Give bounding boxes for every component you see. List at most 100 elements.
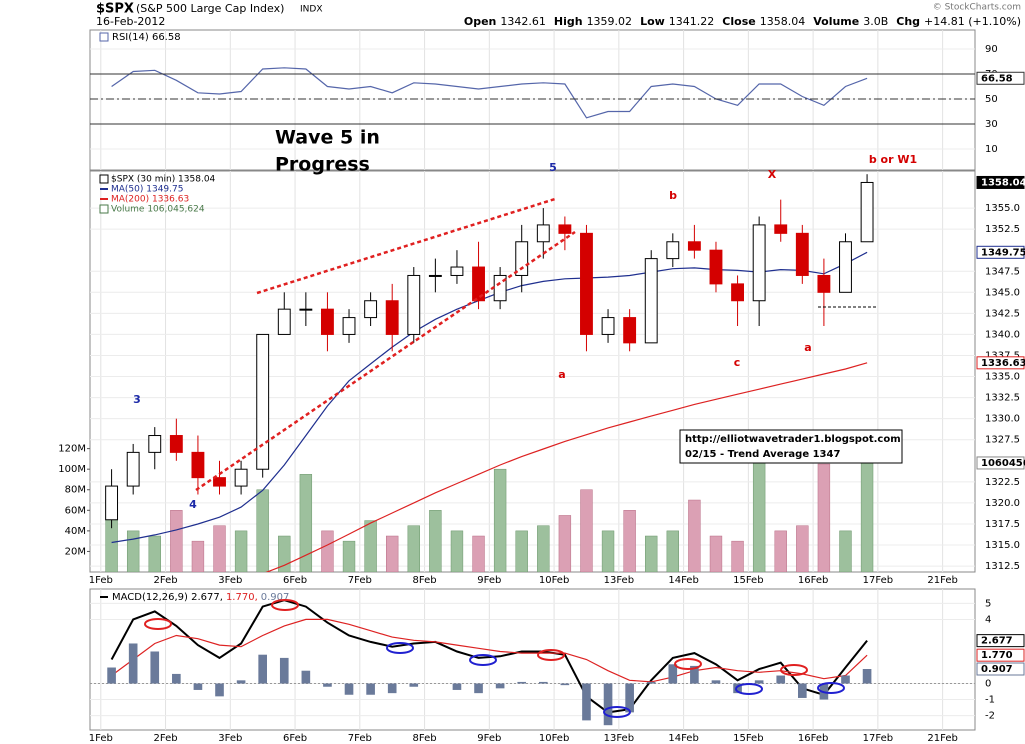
x-tick-label: 2Feb xyxy=(154,575,178,586)
candle-body xyxy=(385,300,399,335)
volume-bar xyxy=(191,540,205,572)
candle-body xyxy=(364,300,378,319)
candle-body xyxy=(795,232,809,276)
x-tick-label: 16Feb xyxy=(798,733,828,744)
volume-bar xyxy=(364,520,377,572)
x-tick-label: 21Feb xyxy=(927,733,957,744)
histogram-bar xyxy=(625,683,634,713)
y-tick-label: 30 xyxy=(985,119,998,130)
macd-line xyxy=(111,618,868,683)
x-tick-label: 10Feb xyxy=(539,575,569,586)
candle-body xyxy=(321,308,334,335)
x-tick-label: 6Feb xyxy=(283,733,307,744)
candle-body xyxy=(191,451,205,479)
x-tick-label: 7Feb xyxy=(348,733,372,744)
legend-entry: MACD(12,26,9) 2.677, 1.770, 0.907 xyxy=(112,592,289,603)
quote: Open 1342.61 High 1359.02 Low 1341.22 Close 135… xyxy=(464,15,1021,28)
value-tag-text: 0.907 xyxy=(981,664,1013,675)
y-tick-label: 1347.5 xyxy=(985,266,1020,277)
volume-bar xyxy=(407,525,420,572)
candle-body xyxy=(839,241,852,293)
histogram-bar xyxy=(344,683,354,695)
legend-entry: Volume 106,045,624 xyxy=(111,205,205,215)
y-tick-label: 1322.5 xyxy=(985,477,1020,488)
quote-label: High xyxy=(554,15,583,28)
moving-average xyxy=(111,251,868,544)
x-tick-label: 1Feb xyxy=(89,575,113,586)
candle-body xyxy=(752,224,766,302)
x-tick-label: 17Feb xyxy=(863,733,893,744)
y2-tick-label: 60M xyxy=(65,505,86,516)
candle-body xyxy=(709,249,723,285)
histogram-bar xyxy=(387,683,397,694)
date: 16-Feb-2012 xyxy=(96,15,165,28)
panel-frame xyxy=(89,29,976,171)
y-tick-label: 90 xyxy=(985,44,998,55)
volume-bar xyxy=(170,510,183,572)
histogram-bar xyxy=(366,683,375,695)
trend-line xyxy=(256,197,556,295)
candle-body xyxy=(213,477,226,487)
histogram-bar xyxy=(452,683,462,690)
y-tick-label: -2 xyxy=(985,711,995,722)
note-text: 02/15 - Trend Average 1347 xyxy=(685,449,840,460)
value-tag-text: 1349.75 xyxy=(981,247,1025,258)
highlight-ellipse xyxy=(537,649,565,661)
histogram-bar xyxy=(776,675,786,684)
candle-body xyxy=(126,451,140,487)
volume-bar xyxy=(796,525,809,572)
histogram-bar xyxy=(236,680,246,684)
volume-bar xyxy=(278,535,291,572)
volume-bar xyxy=(623,510,636,572)
annotation: a xyxy=(804,341,811,354)
candle-body xyxy=(407,274,421,335)
x-tick-label: 15Feb xyxy=(733,575,763,586)
x-tick-label: 8Feb xyxy=(413,733,437,744)
histogram-bar xyxy=(517,681,527,684)
candle-body xyxy=(342,317,356,335)
exchange: INDX xyxy=(300,5,322,15)
quote-label: Volume xyxy=(813,15,859,28)
x-tick-label: 16Feb xyxy=(798,575,828,586)
annotation: Wave 5 in xyxy=(275,127,380,149)
volume-bar xyxy=(299,474,313,572)
histogram-bar xyxy=(474,683,483,694)
candle-body xyxy=(580,232,593,335)
highlight-ellipse xyxy=(386,642,414,654)
x-tick-label: 15Feb xyxy=(733,733,763,744)
volume-bar xyxy=(645,535,658,572)
candle-body xyxy=(731,283,744,302)
value-tag-text: 1336.63 xyxy=(981,358,1025,369)
volume-bar xyxy=(709,535,723,572)
y-tick-label: 1320.0 xyxy=(985,498,1020,509)
histogram-bar xyxy=(193,683,203,690)
y-tick-label: 0 xyxy=(985,679,991,690)
volume-bar xyxy=(472,535,485,572)
quote-label: Chg xyxy=(896,15,920,28)
y-tick-label: 1312.5 xyxy=(985,561,1020,572)
volume-bar xyxy=(731,540,744,572)
value-tag xyxy=(976,245,1025,259)
histogram-bar xyxy=(646,681,656,684)
candle-body xyxy=(169,435,183,453)
volume-bar xyxy=(256,489,269,572)
y-tick-label: 1342.5 xyxy=(985,308,1020,319)
histogram-bar xyxy=(798,683,807,698)
candle-body xyxy=(428,274,442,277)
symbol: $SPX xyxy=(96,2,134,17)
annotation: X xyxy=(768,168,777,181)
y-tick-label: 1315.0 xyxy=(985,540,1020,551)
credit: © StockCharts.com xyxy=(933,3,1021,13)
histogram-bar xyxy=(279,657,289,684)
candle-body xyxy=(299,308,313,311)
legend-icon xyxy=(99,174,109,184)
quote-label: Low xyxy=(640,15,665,28)
x-tick-label: 2Feb xyxy=(154,733,178,744)
volume-bar xyxy=(234,530,248,572)
legend-icon xyxy=(99,32,109,42)
legend-entry: MACD(12,26,9) 2.677, xyxy=(112,592,223,603)
annotation: b xyxy=(669,189,677,202)
candle-body xyxy=(644,258,658,344)
x-tick-label: 10Feb xyxy=(539,733,569,744)
